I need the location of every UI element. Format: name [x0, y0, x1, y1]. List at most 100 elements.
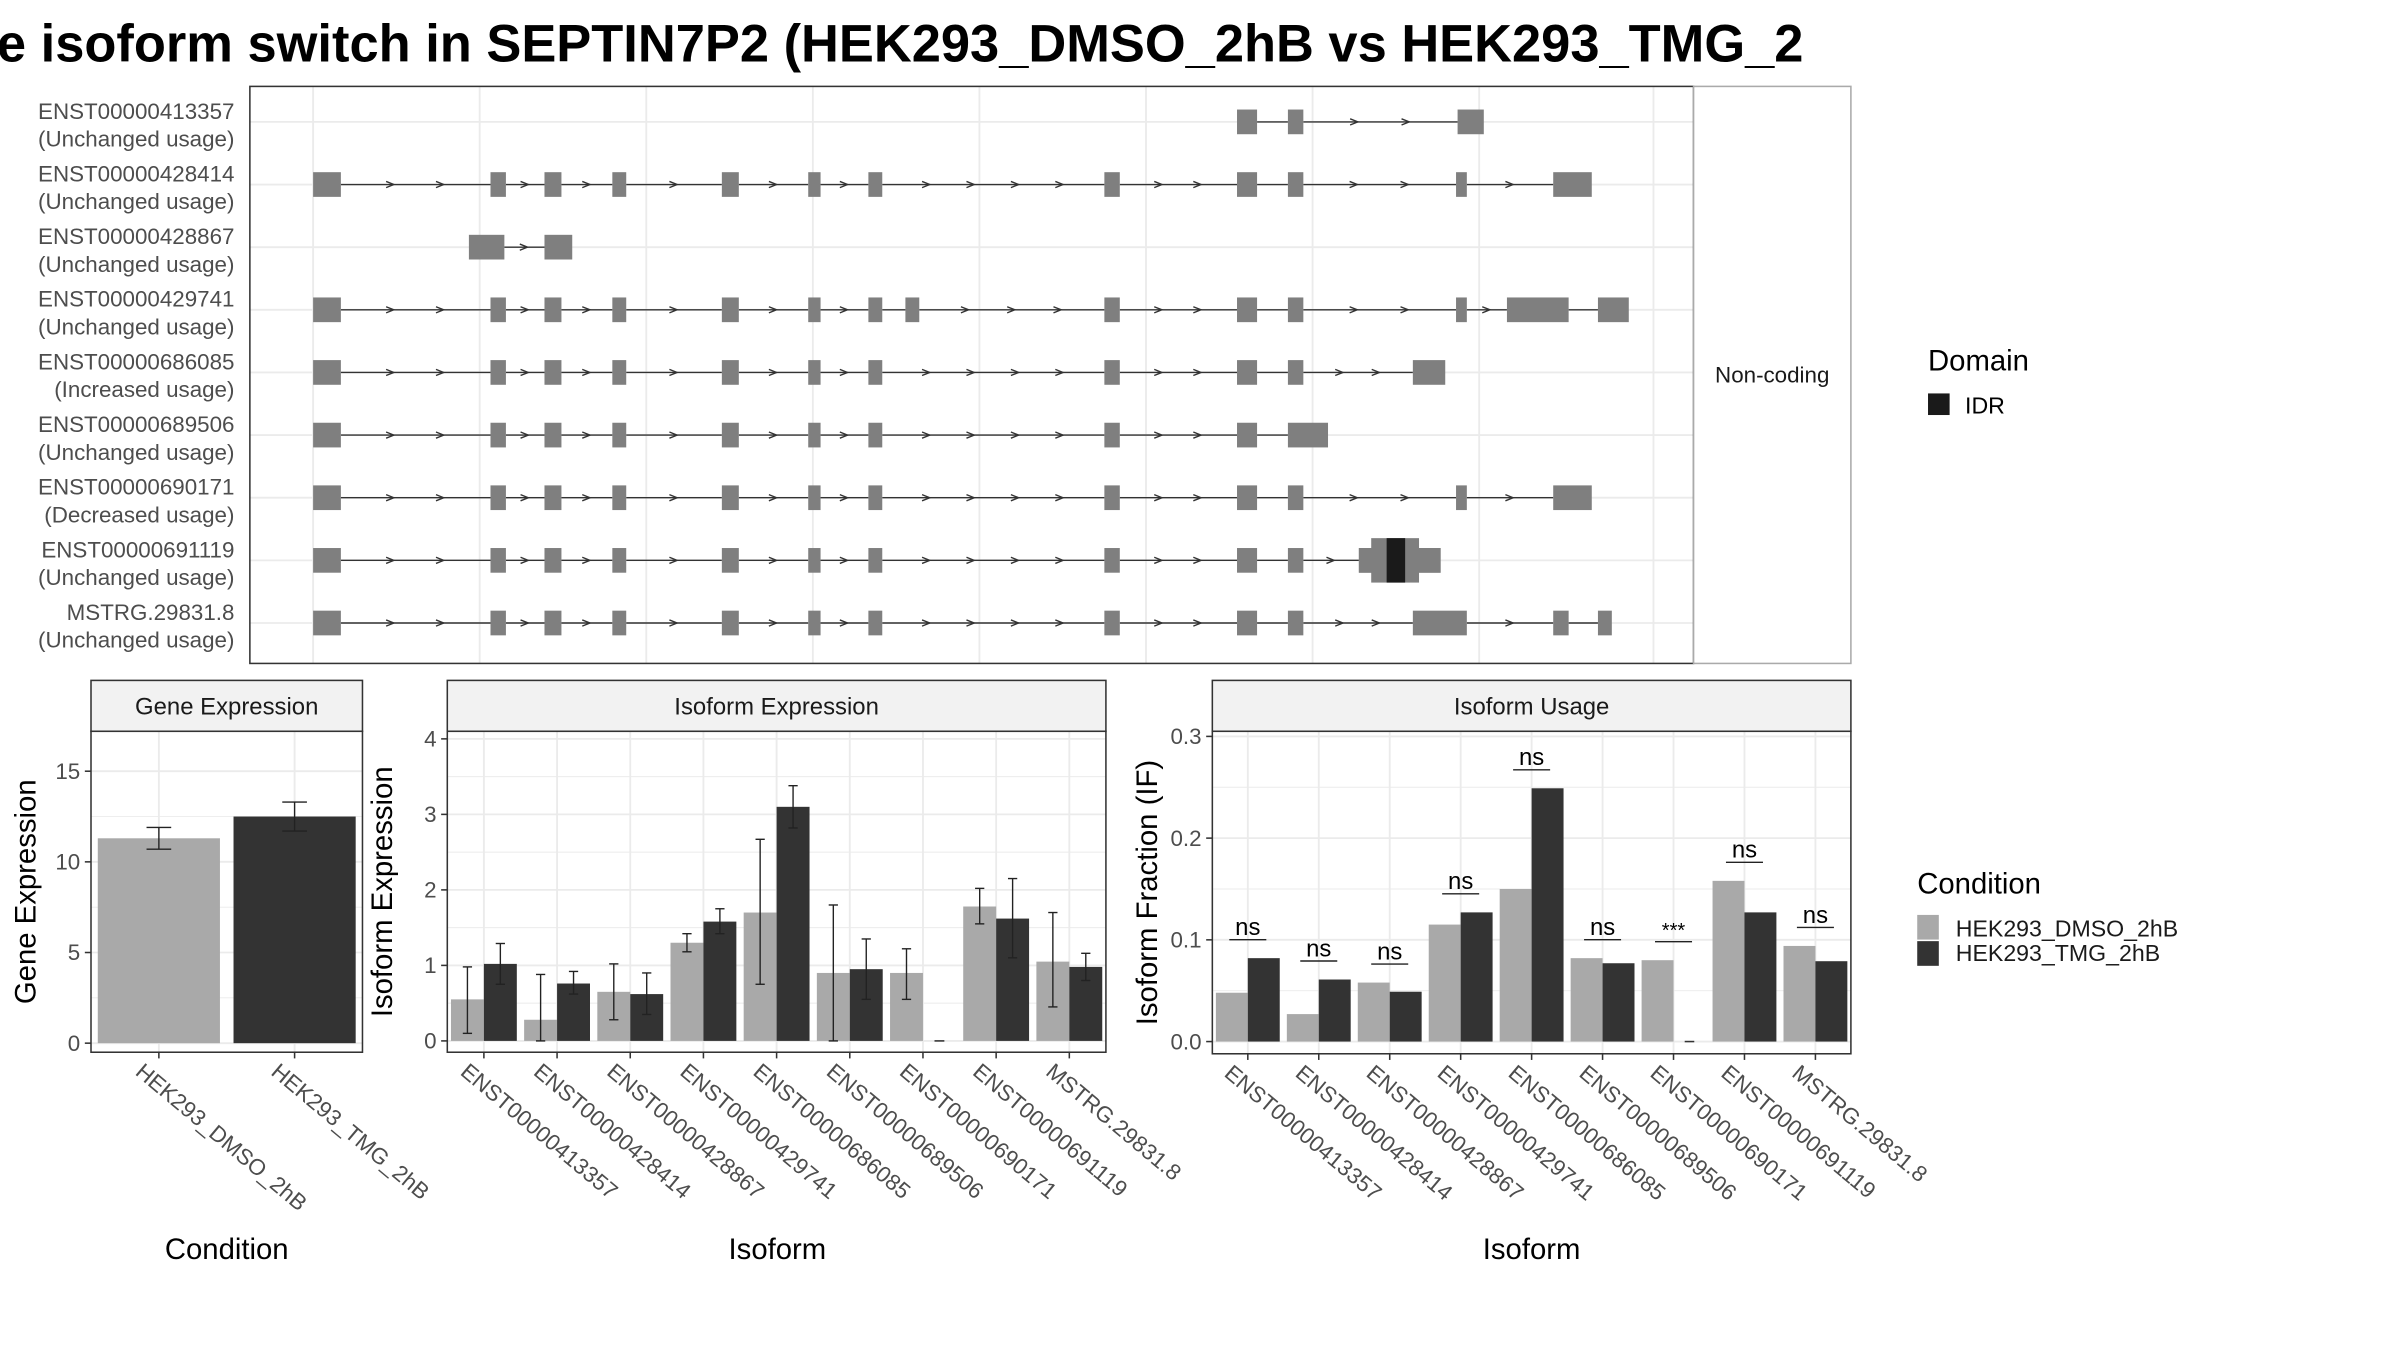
exon — [808, 172, 821, 197]
intron-direction-arrow — [582, 306, 592, 314]
bar — [233, 816, 356, 1044]
exon — [1456, 485, 1467, 511]
exon — [313, 548, 341, 573]
intron-direction-arrow — [435, 556, 446, 565]
intron-direction-arrow — [960, 306, 971, 314]
exon — [808, 360, 821, 385]
exon — [612, 610, 627, 636]
intron-direction-arrow — [921, 180, 932, 189]
exon — [490, 422, 506, 448]
intron-direction-arrow — [768, 619, 779, 627]
intron-direction-arrow — [1153, 431, 1164, 439]
intron-direction-arrow — [1371, 619, 1382, 627]
exon — [544, 485, 562, 511]
intron-direction-arrow — [1400, 180, 1411, 189]
panel-strip — [446, 679, 1107, 733]
exon — [612, 548, 627, 573]
isoform-status-label: (Increased usage) — [54, 377, 234, 402]
exon — [313, 485, 341, 511]
plot-border — [446, 730, 1107, 1053]
intron-direction-arrow — [1400, 306, 1411, 314]
panel-title: Isoform Expression — [674, 693, 879, 720]
tmg-legend-key — [1917, 941, 1939, 966]
bar — [776, 806, 810, 1041]
intron-direction-arrow — [385, 493, 396, 502]
isoform-structure-panel: ENST00000413357(Unchanged usage)ENST0000… — [38, 85, 1852, 665]
intron-direction-arrow — [1055, 556, 1065, 565]
significance-label: ns — [1732, 837, 1757, 864]
exon — [313, 360, 341, 385]
intron-direction-arrow — [582, 368, 592, 377]
y-tick-label: 1 — [424, 953, 436, 978]
exon — [1506, 297, 1569, 323]
intron-direction-arrow — [839, 556, 850, 565]
intron-direction-arrow — [921, 368, 932, 377]
significance-label: ns — [1519, 744, 1544, 771]
panel-isoform-usage: Isoform Usage 0.0 0.1 0.2 0.3 ns ns ns ns ns ns ***… — [1131, 679, 1932, 1266]
y-tick-label: 3 — [424, 802, 436, 827]
y-tick-label: 0.1 — [1170, 928, 1201, 953]
intron-direction-arrow — [966, 493, 977, 502]
y-tick-label: 0.0 — [1170, 1029, 1201, 1054]
intron-direction-arrow — [966, 431, 977, 439]
exon — [868, 422, 883, 448]
intron-direction-arrow — [1349, 493, 1360, 502]
exon — [808, 610, 821, 636]
y-tick-label: 4 — [424, 727, 436, 752]
intron-direction-arrow — [1505, 180, 1515, 189]
intron-direction-arrow — [1349, 306, 1360, 314]
exon — [1237, 485, 1258, 511]
dmso-legend-key — [1917, 914, 1939, 940]
exon — [1104, 548, 1120, 573]
exon — [1553, 485, 1592, 511]
exon — [721, 548, 739, 573]
exon — [490, 610, 506, 636]
intron-direction-arrow — [385, 431, 396, 439]
significance-label: ns — [1803, 902, 1828, 929]
bar — [1247, 958, 1280, 1042]
exon — [1237, 360, 1258, 385]
exon — [1104, 360, 1120, 385]
exon — [1412, 360, 1446, 385]
y-tick-label: 2 — [424, 878, 436, 903]
intron-direction-arrow — [582, 493, 592, 502]
intron-direction-arrow — [1326, 556, 1337, 565]
panel-isoform-expression: Isoform Expression01234ENST00000413357EN… — [366, 679, 1186, 1266]
exon — [1104, 297, 1120, 323]
exon — [721, 297, 739, 323]
y-tick-label: 0.2 — [1170, 826, 1201, 851]
bar — [1389, 991, 1422, 1042]
exon — [490, 548, 506, 573]
dmso-legend-label: HEK293_DMSO_2hB — [1956, 916, 2178, 942]
exon — [313, 422, 341, 448]
exon — [868, 485, 883, 511]
intron-direction-arrow — [921, 431, 932, 439]
intron-direction-arrow — [966, 556, 977, 565]
exon — [1237, 109, 1258, 135]
intron-direction-arrow — [582, 180, 592, 189]
intron-direction-arrow — [520, 619, 531, 627]
bar — [1357, 982, 1390, 1042]
exon — [868, 297, 883, 323]
bar — [1641, 960, 1674, 1042]
intron-direction-arrow — [768, 368, 779, 377]
intron-direction-arrow — [839, 431, 850, 439]
intron-direction-arrow — [1055, 431, 1065, 439]
intron-direction-arrow — [1010, 556, 1021, 565]
y-axis-title: Gene Expression — [9, 779, 42, 1004]
intron-direction-arrow — [1053, 306, 1064, 314]
exon — [1597, 610, 1612, 636]
condition-legend-title: Condition — [1917, 867, 2041, 900]
panel-title: Isoform Usage — [1454, 693, 1609, 720]
intron-direction-arrow — [669, 619, 679, 627]
intron-direction-arrow — [582, 619, 592, 627]
intron-direction-arrow — [669, 306, 679, 314]
exon — [313, 297, 341, 323]
idr-domain — [1386, 538, 1406, 583]
intron-direction-arrow — [385, 180, 396, 189]
bar — [670, 942, 704, 1041]
exon — [1287, 610, 1304, 636]
y-tick-label: 0.3 — [1170, 724, 1201, 749]
intron-direction-arrow — [519, 243, 530, 251]
exon — [313, 610, 341, 636]
